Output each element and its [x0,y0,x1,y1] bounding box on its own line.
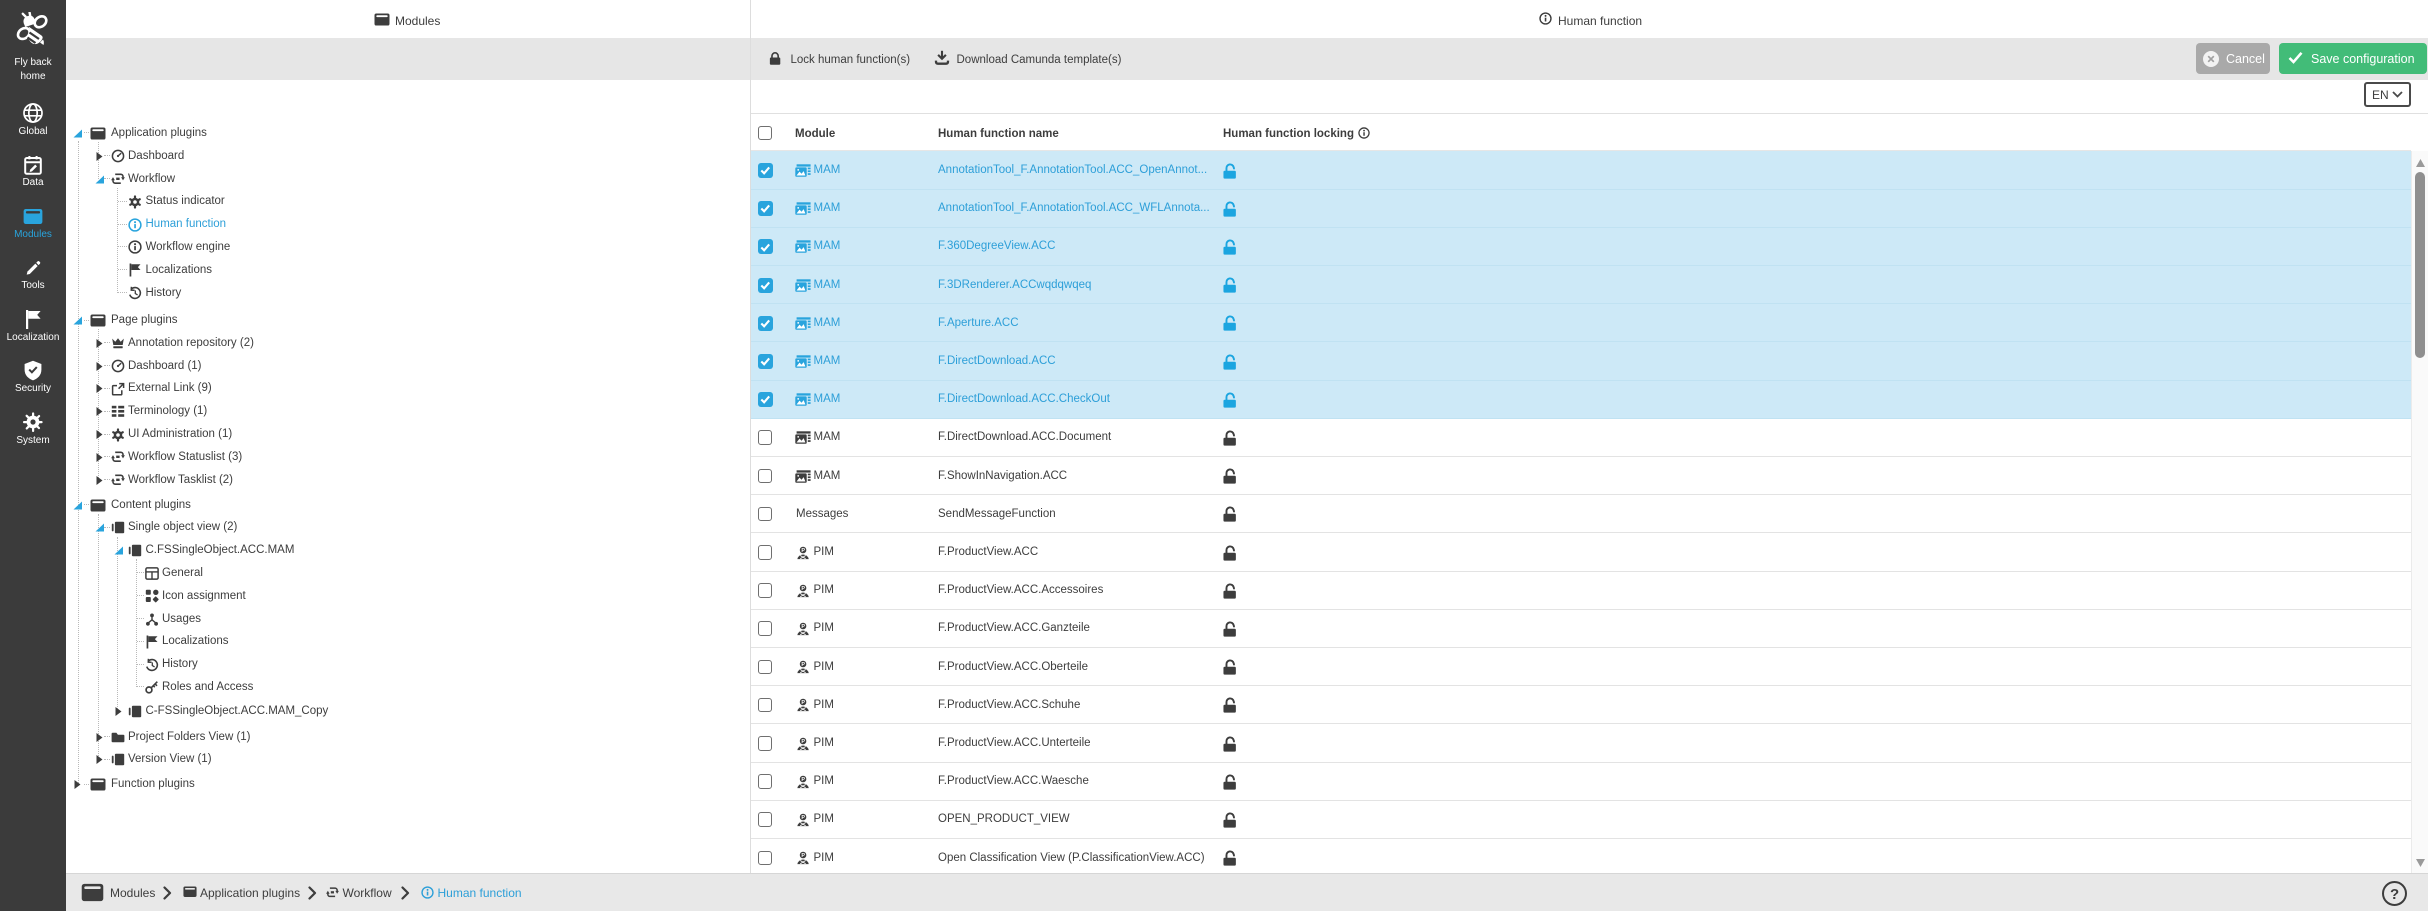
svg-text:P: P [801,853,805,859]
svg-text:P: P [801,815,805,821]
svg-text:P: P [801,777,805,783]
svg-text:P: P [801,586,805,592]
svg-text:P: P [801,738,805,744]
svg-text:P: P [801,547,805,553]
svg-text:P: P [801,662,805,668]
svg-text:P: P [801,700,805,706]
svg-text:P: P [801,624,805,630]
